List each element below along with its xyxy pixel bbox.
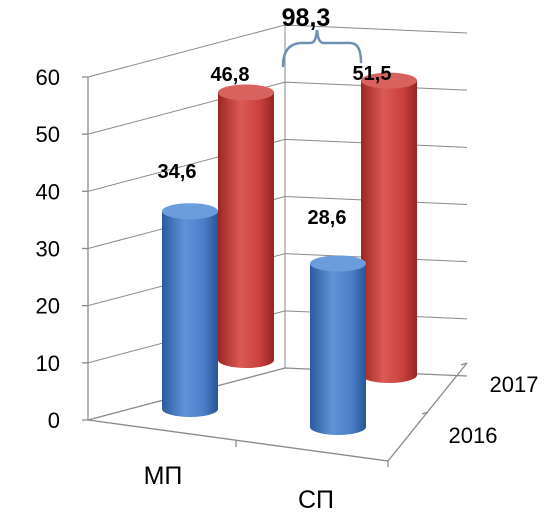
y-tick-label: 50 xyxy=(36,122,60,147)
data-label: 51,5 xyxy=(353,63,392,85)
bar-top xyxy=(310,255,366,272)
bar xyxy=(310,255,366,435)
bar xyxy=(361,72,417,383)
category-label: СП xyxy=(298,486,334,514)
y-tick-label: 20 xyxy=(36,294,60,319)
y-axis-ticks: 0 10 20 30 40 50 60 xyxy=(36,65,60,433)
tick-mark xyxy=(421,411,429,415)
data-label: 34,6 xyxy=(158,161,197,183)
chart-frame xyxy=(82,24,468,467)
y-tick-label: 0 xyxy=(48,408,60,433)
category-labels: МП СП xyxy=(144,462,334,514)
data-label: 46,8 xyxy=(211,64,250,86)
bar xyxy=(162,203,218,417)
depth-label: 2017 xyxy=(490,372,539,397)
bar-body xyxy=(310,263,366,435)
bar-top xyxy=(361,72,417,89)
bar-body xyxy=(162,211,218,417)
data-label: 28,6 xyxy=(308,207,347,229)
y-tick-label: 40 xyxy=(36,179,60,204)
total-label: 98,3 xyxy=(282,4,331,32)
bar-top xyxy=(162,203,218,220)
data-labels: 34,6 28,6 46,8 51,5 xyxy=(158,63,392,229)
bar-body xyxy=(218,92,274,369)
bar-top xyxy=(218,84,274,101)
gridline xyxy=(87,24,468,78)
depth-label: 2016 xyxy=(449,423,498,448)
brace-icon xyxy=(281,29,363,68)
bars xyxy=(162,72,417,435)
y-tick-label: 30 xyxy=(36,237,60,262)
bar-body xyxy=(361,80,417,383)
bar xyxy=(218,84,274,369)
tick-mark xyxy=(460,362,468,366)
y-tick-label: 10 xyxy=(36,351,60,376)
total-annotation: 98,3 xyxy=(281,4,363,68)
category-label: МП xyxy=(144,462,183,490)
y-tick-label: 60 xyxy=(36,65,60,90)
depth-labels: 2016 2017 xyxy=(449,372,539,448)
